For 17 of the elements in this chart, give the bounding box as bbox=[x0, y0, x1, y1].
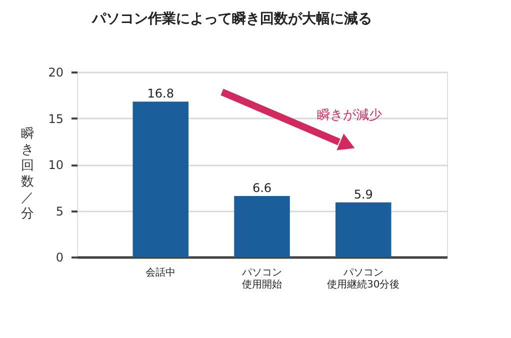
y-tick-label: 15 bbox=[48, 112, 64, 126]
chart-title: パソコン作業によって瞬き回数が大幅に減る bbox=[91, 11, 372, 27]
annotation: 瞬きが減少 bbox=[317, 108, 382, 123]
y-tick-label: 5 bbox=[56, 204, 64, 218]
data-label: 16.8 bbox=[147, 86, 174, 101]
x-tick-label: パソコン使用開始 bbox=[241, 268, 282, 290]
bar bbox=[234, 196, 290, 257]
x-tick-label: 会話中 bbox=[146, 266, 176, 278]
y-axis-title: 瞬き回数／分 bbox=[21, 126, 34, 222]
data-label: 6.6 bbox=[252, 180, 272, 195]
data-label: 5.9 bbox=[354, 187, 373, 202]
y-tick-label: 20 bbox=[48, 66, 64, 80]
x-tick-label: パソコン使用継続30分後 bbox=[327, 268, 400, 290]
bar bbox=[132, 102, 189, 257]
bar bbox=[335, 202, 392, 257]
y-tick-label: 10 bbox=[48, 158, 64, 172]
y-tick-label: 0 bbox=[56, 250, 64, 264]
